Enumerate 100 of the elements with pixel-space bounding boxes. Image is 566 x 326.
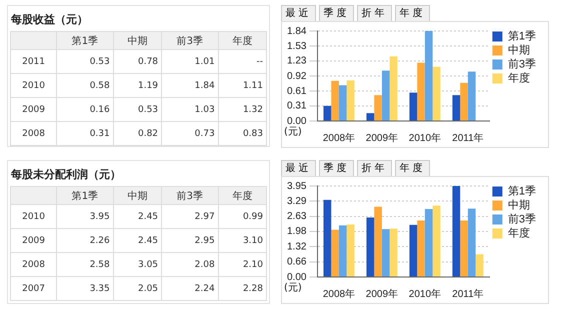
bar (452, 95, 460, 120)
data-label: 2.26 (56, 228, 114, 252)
text: 最近 (281, 160, 316, 176)
bar (432, 66, 440, 120)
data-label: 3.35 (56, 276, 114, 300)
data-label: 1.11 (218, 74, 266, 98)
bar (476, 254, 484, 276)
bar (331, 80, 339, 120)
chart-title: 每股收益（元） (11, 12, 89, 27)
y-tick-label: 0.00 (286, 116, 307, 127)
x-tick-label: 2009年 (366, 288, 398, 300)
y-tick-label: 2009 (10, 98, 57, 122)
y-tick-label: 1.32 (286, 241, 307, 252)
x-tick-label: 第1季 (56, 186, 114, 204)
y-tick-label: 1.23 (286, 56, 307, 67)
x-tick-label: 年度 (218, 32, 266, 50)
data-label: 2.05 (113, 276, 162, 300)
data-label: 1.01 (162, 50, 218, 74)
bar (432, 206, 440, 276)
y-tick-label: 2009 (10, 228, 57, 252)
bar (424, 31, 433, 120)
x-tick-label: 第1季 (56, 32, 114, 50)
data-label: 3.95 (56, 204, 114, 228)
bar (424, 209, 433, 276)
data-label: 2.24 (162, 276, 218, 300)
legend-label: 前3季 (508, 58, 536, 71)
data-label: 0.73 (162, 122, 218, 146)
x-tick-label: 中期 (113, 186, 162, 204)
bar (468, 208, 476, 276)
x-tick-label: 2008年 (322, 288, 356, 300)
y-tick-label: 2007 (10, 276, 57, 300)
bar (382, 229, 390, 276)
bar (460, 220, 468, 276)
legend-label: 年度 (508, 226, 530, 240)
bar (409, 224, 418, 276)
data-label: 2.10 (218, 252, 266, 276)
bar (331, 230, 339, 276)
y-tick-label: 0.92 (286, 70, 307, 82)
data-label: 3.10 (218, 228, 266, 252)
bar (338, 225, 347, 276)
y-tick-label: 3.29 (286, 196, 307, 207)
bar (468, 72, 476, 120)
data-label: 1.84 (162, 74, 218, 98)
y-axis-title: (元) (284, 282, 302, 294)
bar (382, 70, 390, 120)
text: -- (256, 56, 263, 66)
y-tick-label: 1.84 (286, 26, 307, 37)
y-tick-label: 2010 (10, 74, 57, 98)
bar (366, 113, 374, 120)
bar (338, 85, 347, 120)
data-label: 0.82 (113, 122, 162, 146)
y-tick-label: 3.95 (286, 180, 307, 192)
bar (346, 224, 354, 276)
bar (366, 218, 374, 276)
bar (460, 82, 468, 120)
text: 季度 (319, 5, 354, 21)
x-tick-label: 前3季 (162, 186, 218, 204)
bar (452, 186, 460, 276)
y-tick-label: 1.53 (286, 40, 307, 52)
bar (390, 228, 398, 276)
data-label: 2.45 (113, 204, 162, 228)
data-label: 0.16 (56, 98, 114, 122)
data-label: 1.32 (218, 98, 266, 122)
y-tick-label: 2.63 (286, 211, 307, 222)
y-tick-label: 1.98 (286, 226, 307, 238)
y-tick-label: 2011 (10, 50, 57, 74)
y-tick-label: 2008 (10, 122, 57, 146)
text: 折年 (357, 5, 392, 21)
data-label: 0.31 (56, 122, 114, 146)
x-tick-label: 2011年 (452, 288, 484, 300)
legend-label: 前3季 (508, 212, 536, 226)
y-tick-label: 2008 (10, 252, 57, 276)
data-label: 1.03 (162, 98, 218, 122)
data-label: 2.58 (56, 252, 114, 276)
chart-title: 每股未分配利润（元） (11, 167, 122, 182)
bar (390, 56, 398, 120)
bar (417, 220, 425, 276)
bar (374, 95, 382, 120)
x-tick-label: 2009年 (366, 132, 398, 144)
y-axis-title: (元) (284, 126, 302, 138)
text: 季度 (319, 160, 354, 176)
x-tick-label: 2008年 (322, 132, 356, 144)
y-tick-label: 0.61 (286, 86, 307, 97)
data-label: 2.28 (218, 276, 266, 300)
bar (323, 200, 332, 276)
text: 折年 (357, 160, 392, 176)
y-tick-label: 0.66 (286, 256, 307, 268)
x-tick-label: 前3季 (162, 32, 218, 50)
legend-label: 年度 (508, 72, 530, 85)
data-label: 2.45 (113, 228, 162, 252)
x-tick-label: 中期 (113, 32, 162, 50)
bar (374, 206, 382, 276)
bar (346, 80, 354, 120)
text: 年度 (395, 160, 430, 176)
y-tick-label: 0.31 (286, 100, 307, 112)
data-label: 0.58 (56, 74, 114, 98)
y-tick-label: 0.00 (286, 272, 307, 283)
data-label: 0.53 (56, 50, 114, 74)
data-label: 2.95 (162, 228, 218, 252)
x-tick-label: 2011年 (452, 132, 484, 144)
